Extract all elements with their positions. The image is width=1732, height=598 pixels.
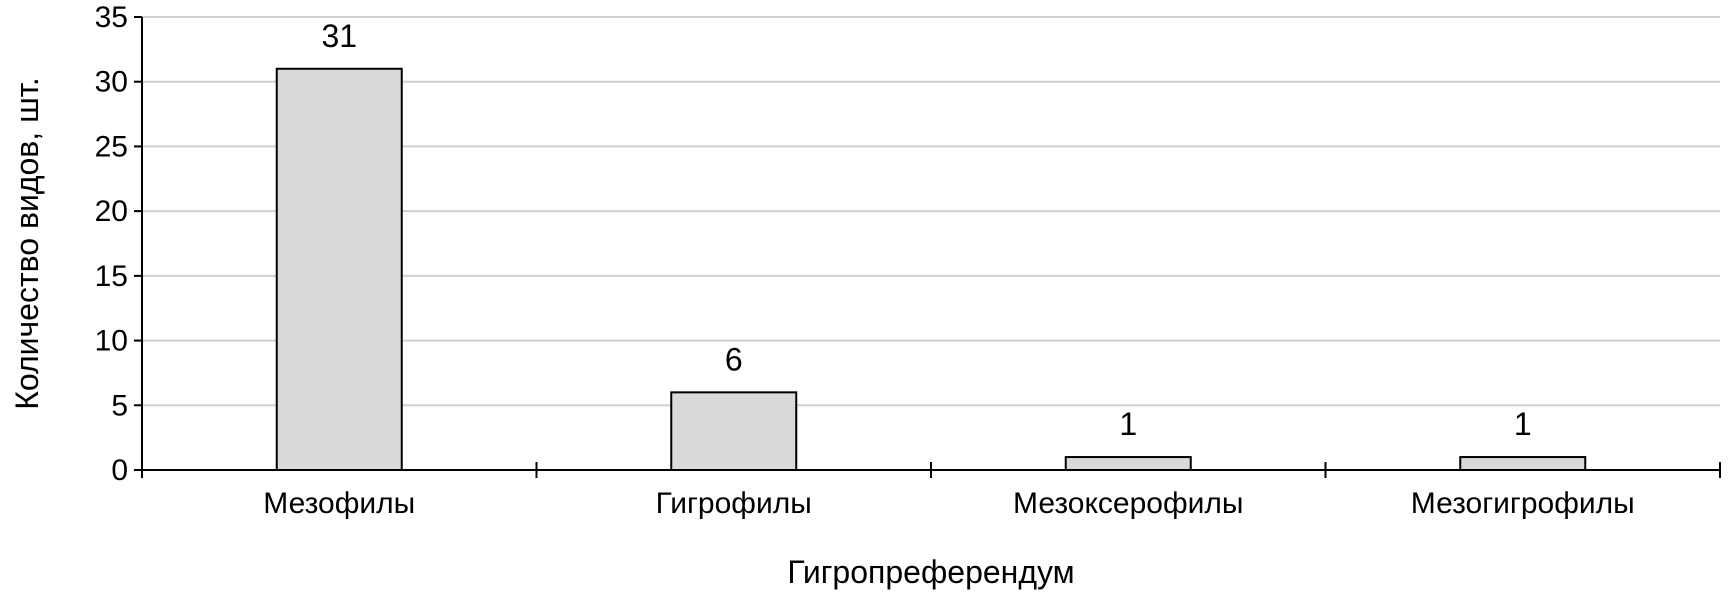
bar <box>1459 456 1587 471</box>
x-category-label: Мезогигрофилы <box>1411 487 1635 520</box>
x-category-label: Гигрофилы <box>656 487 812 520</box>
y-tick-label: 25 <box>95 130 128 163</box>
y-tick-label: 0 <box>111 454 128 487</box>
x-category-label: Мезоксерофилы <box>1013 487 1243 520</box>
y-tick-label: 35 <box>95 1 128 34</box>
bar <box>670 391 798 472</box>
y-axis-title: Количество видов, шт. <box>9 77 45 410</box>
x-category-labels: Мезофилы Гигрофилы Мезоксерофилы Мезогигроф… <box>263 487 1634 520</box>
data-label: 1 <box>1119 406 1137 442</box>
x-category-label: Мезофилы <box>263 487 415 520</box>
y-tick-label: 10 <box>95 325 128 358</box>
axes <box>134 16 1721 478</box>
y-tick-label: 5 <box>111 389 128 422</box>
y-tick-label: 15 <box>95 260 128 293</box>
data-label: 31 <box>321 18 357 54</box>
data-labels: 31 6 1 1 <box>321 18 1531 442</box>
data-label: 6 <box>725 341 743 377</box>
bar <box>275 67 403 472</box>
x-axis-title: Гигропреферендум <box>787 554 1074 590</box>
y-tick-label: 30 <box>95 66 128 99</box>
bars <box>275 67 1587 472</box>
data-label: 1 <box>1514 406 1532 442</box>
y-tick-label: 20 <box>95 195 128 228</box>
bar <box>1064 456 1192 471</box>
gridlines <box>142 16 1720 407</box>
y-tick-labels: 0 5 10 15 20 25 30 35 <box>95 1 128 487</box>
